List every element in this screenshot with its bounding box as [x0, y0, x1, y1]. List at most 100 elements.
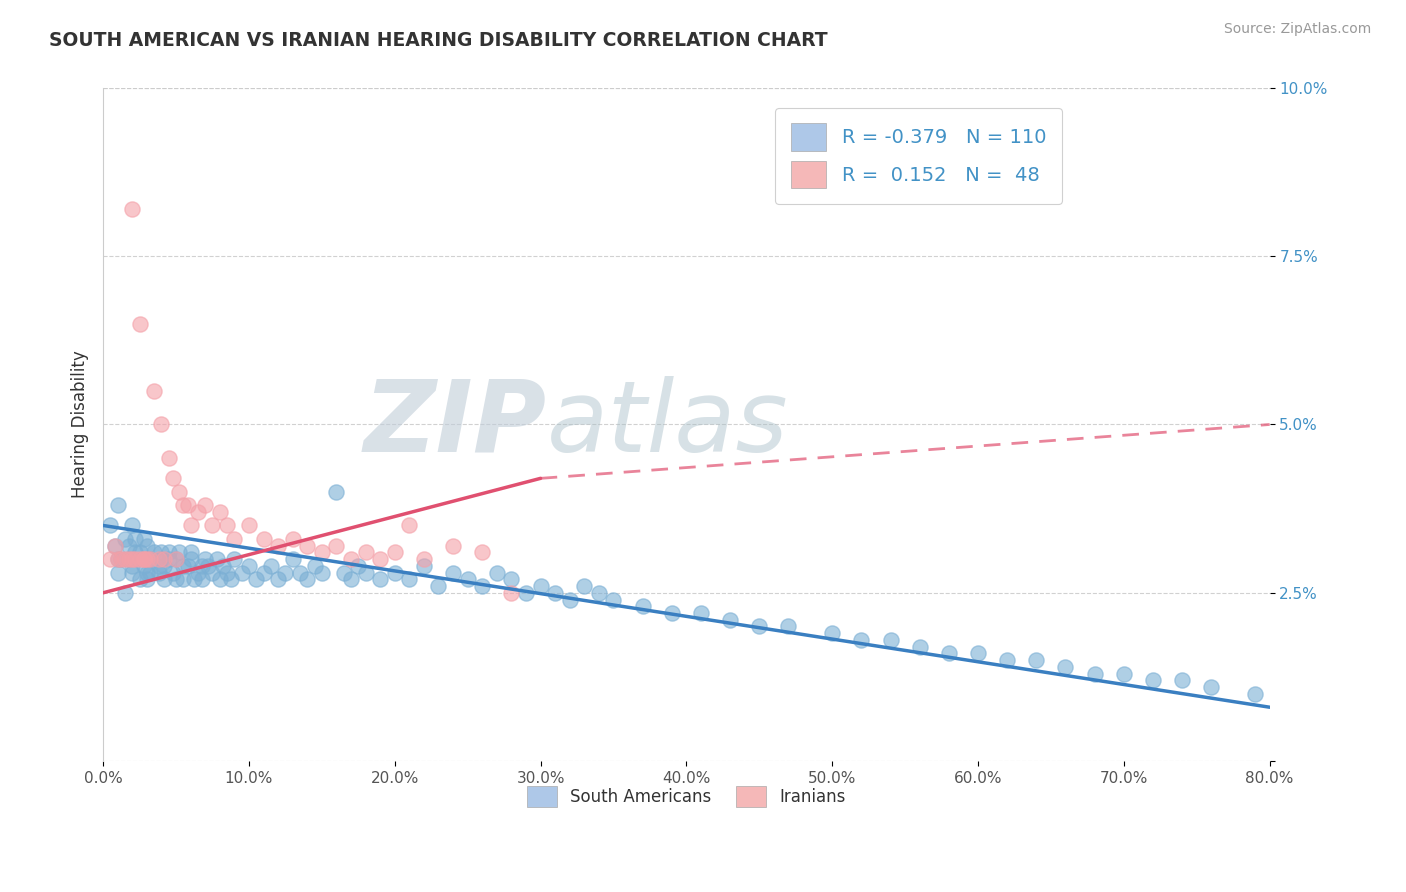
Point [180, 545, 202, 559]
Point [515, 586, 537, 600]
Point [150, 417, 173, 432]
Point [384, 566, 406, 580]
Point [558, 592, 581, 607]
Point [172, 498, 194, 512]
Point [157, 552, 180, 566]
Point [124, 545, 146, 559]
Point [325, 484, 347, 499]
Legend: South Americans, Iranians: South Americans, Iranians [520, 780, 852, 814]
Point [139, 552, 162, 566]
Point [851, 632, 873, 647]
Point [128, 545, 150, 559]
Point [1112, 666, 1135, 681]
Point [304, 558, 326, 573]
Point [150, 545, 173, 559]
Point [354, 566, 377, 580]
Y-axis label: Hearing Disability: Hearing Disability [72, 351, 89, 499]
Point [1244, 687, 1267, 701]
Point [501, 586, 523, 600]
Point [908, 640, 931, 654]
Point [157, 451, 180, 466]
Point [217, 518, 239, 533]
Point [384, 545, 406, 559]
Point [224, 552, 246, 566]
Point [167, 545, 190, 559]
Point [165, 572, 187, 586]
Point [191, 558, 214, 573]
Point [260, 558, 283, 573]
Point [157, 545, 180, 559]
Point [311, 545, 333, 559]
Point [1201, 680, 1223, 694]
Point [143, 545, 166, 559]
Point [252, 532, 274, 546]
Point [121, 566, 143, 580]
Point [165, 552, 187, 566]
Point [238, 558, 260, 573]
Point [267, 572, 290, 586]
Point [121, 552, 143, 566]
Text: Source: ZipAtlas.com: Source: ZipAtlas.com [1223, 22, 1371, 37]
Point [104, 539, 127, 553]
Point [332, 566, 354, 580]
Point [661, 606, 683, 620]
Point [1025, 653, 1047, 667]
Point [197, 558, 219, 573]
Point [100, 518, 122, 533]
Point [340, 572, 363, 586]
Point [121, 558, 143, 573]
Point [128, 317, 150, 331]
Point [588, 586, 610, 600]
Point [205, 552, 228, 566]
Point [413, 552, 436, 566]
Point [340, 552, 363, 566]
Point [143, 384, 166, 398]
Point [172, 572, 194, 586]
Point [267, 539, 290, 553]
Point [118, 552, 141, 566]
Point [529, 579, 551, 593]
Point [110, 552, 132, 566]
Point [100, 552, 122, 566]
Point [183, 572, 205, 586]
Point [107, 552, 129, 566]
Point [879, 632, 901, 647]
Point [1054, 660, 1077, 674]
Point [153, 552, 176, 566]
Point [176, 498, 198, 512]
Point [274, 566, 297, 580]
Point [187, 505, 209, 519]
Point [245, 572, 267, 586]
Point [114, 586, 136, 600]
Point [1142, 673, 1164, 688]
Point [148, 558, 170, 573]
Point [281, 552, 304, 566]
Point [297, 539, 319, 553]
Point [748, 619, 770, 633]
Point [132, 558, 155, 573]
Point [118, 539, 141, 553]
Point [821, 626, 844, 640]
Point [347, 558, 370, 573]
Point [1084, 666, 1107, 681]
Point [132, 552, 155, 566]
Point [224, 532, 246, 546]
Point [139, 566, 162, 580]
Point [501, 572, 523, 586]
Point [208, 505, 231, 519]
Point [124, 552, 146, 566]
Point [208, 572, 231, 586]
Point [427, 579, 450, 593]
Point [938, 646, 960, 660]
Point [441, 539, 464, 553]
Point [194, 552, 217, 566]
Point [471, 579, 494, 593]
Point [135, 539, 157, 553]
Point [124, 532, 146, 546]
Point [221, 572, 243, 586]
Point [132, 532, 155, 546]
Point [398, 518, 420, 533]
Point [118, 552, 141, 566]
Point [574, 579, 596, 593]
Point [148, 566, 170, 580]
